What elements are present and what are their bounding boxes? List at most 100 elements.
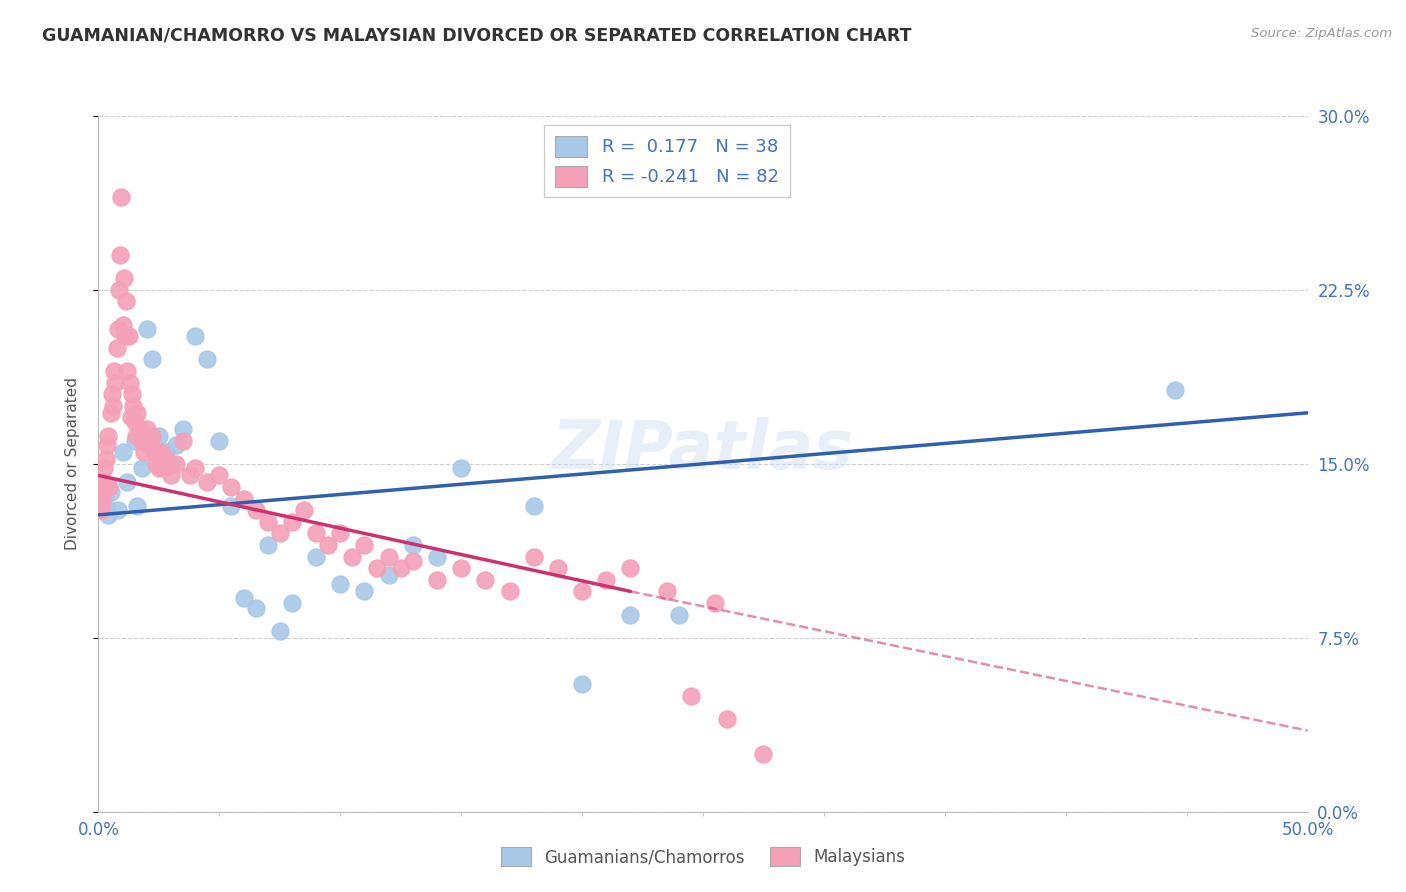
Point	[111, 445, 134, 459]
Point	[110, 190, 132, 204]
Point	[127, 406, 149, 420]
Point	[131, 434, 153, 448]
Point	[148, 461, 170, 475]
Point	[118, 376, 141, 390]
Point	[595, 573, 617, 587]
Point	[97, 429, 120, 443]
Point	[450, 461, 472, 475]
Point	[716, 712, 738, 726]
Point	[91, 491, 114, 506]
Point	[150, 445, 173, 459]
Point	[141, 429, 163, 443]
Point	[111, 318, 134, 332]
Point	[184, 461, 207, 475]
Point	[245, 600, 267, 615]
Point	[107, 322, 129, 336]
Text: Source: ZipAtlas.com: Source: ZipAtlas.com	[1251, 27, 1392, 40]
Text: GUAMANIAN/CHAMORRO VS MALAYSIAN DIVORCED OR SEPARATED CORRELATION CHART: GUAMANIAN/CHAMORRO VS MALAYSIAN DIVORCED…	[42, 27, 911, 45]
Point	[131, 461, 153, 475]
Point	[94, 499, 117, 513]
Point	[135, 322, 157, 336]
Point	[232, 591, 254, 606]
Point	[100, 484, 122, 499]
Point	[117, 364, 139, 378]
Point	[571, 584, 593, 599]
Point	[155, 452, 177, 467]
Point	[426, 573, 449, 587]
Point	[91, 475, 114, 490]
Point	[90, 499, 112, 513]
Point	[165, 457, 187, 471]
Point	[91, 480, 114, 494]
Point	[377, 549, 399, 564]
Point	[108, 283, 131, 297]
Point	[143, 445, 166, 459]
Point	[141, 352, 163, 367]
Point	[450, 561, 472, 575]
Legend: Guamanians/Chamorros, Malaysians: Guamanians/Chamorros, Malaysians	[492, 838, 914, 875]
Point	[105, 341, 128, 355]
Point	[179, 468, 201, 483]
Point	[256, 538, 278, 552]
Point	[679, 689, 702, 703]
Point	[134, 445, 156, 459]
Point	[145, 457, 167, 471]
Point	[172, 434, 194, 448]
Point	[752, 747, 775, 761]
Point	[97, 508, 120, 522]
Point	[704, 596, 727, 610]
Point	[127, 499, 149, 513]
Point	[124, 434, 146, 448]
Point	[329, 526, 352, 541]
Point	[96, 438, 118, 452]
Point	[135, 422, 157, 436]
Point	[165, 438, 187, 452]
Point	[208, 434, 231, 448]
Point	[100, 387, 122, 401]
Point	[366, 561, 388, 575]
Point	[114, 329, 136, 343]
Point	[100, 406, 122, 420]
Point	[281, 596, 304, 610]
Point	[125, 429, 148, 443]
Point	[232, 491, 254, 506]
Point	[474, 573, 496, 587]
Point	[523, 499, 546, 513]
Text: ZIPatlas: ZIPatlas	[553, 417, 853, 483]
Point	[94, 452, 117, 467]
Point	[98, 480, 121, 494]
Point	[93, 461, 115, 475]
Point	[305, 526, 328, 541]
Point	[104, 376, 127, 390]
Point	[305, 549, 328, 564]
Y-axis label: Divorced or Separated: Divorced or Separated	[65, 377, 80, 550]
Point	[108, 248, 131, 262]
Point	[91, 491, 114, 506]
Point	[292, 503, 315, 517]
Point	[402, 538, 425, 552]
Point	[101, 399, 124, 413]
Point	[1163, 383, 1185, 397]
Point	[547, 561, 569, 575]
Point	[523, 549, 546, 564]
Point	[269, 526, 291, 541]
Point	[117, 475, 139, 490]
Point	[107, 503, 129, 517]
Point	[221, 499, 243, 513]
Point	[377, 568, 399, 582]
Point	[160, 468, 183, 483]
Point	[353, 538, 375, 552]
Point	[498, 584, 520, 599]
Point	[184, 329, 207, 343]
Point	[316, 538, 339, 552]
Point	[115, 294, 138, 309]
Point	[148, 429, 170, 443]
Point	[103, 364, 125, 378]
Point	[120, 410, 142, 425]
Point	[208, 468, 231, 483]
Point	[138, 438, 160, 452]
Point	[281, 515, 304, 529]
Point	[195, 475, 218, 490]
Point	[342, 549, 364, 564]
Legend: R =  0.177   N = 38, R = -0.241   N = 82: R = 0.177 N = 38, R = -0.241 N = 82	[544, 125, 790, 197]
